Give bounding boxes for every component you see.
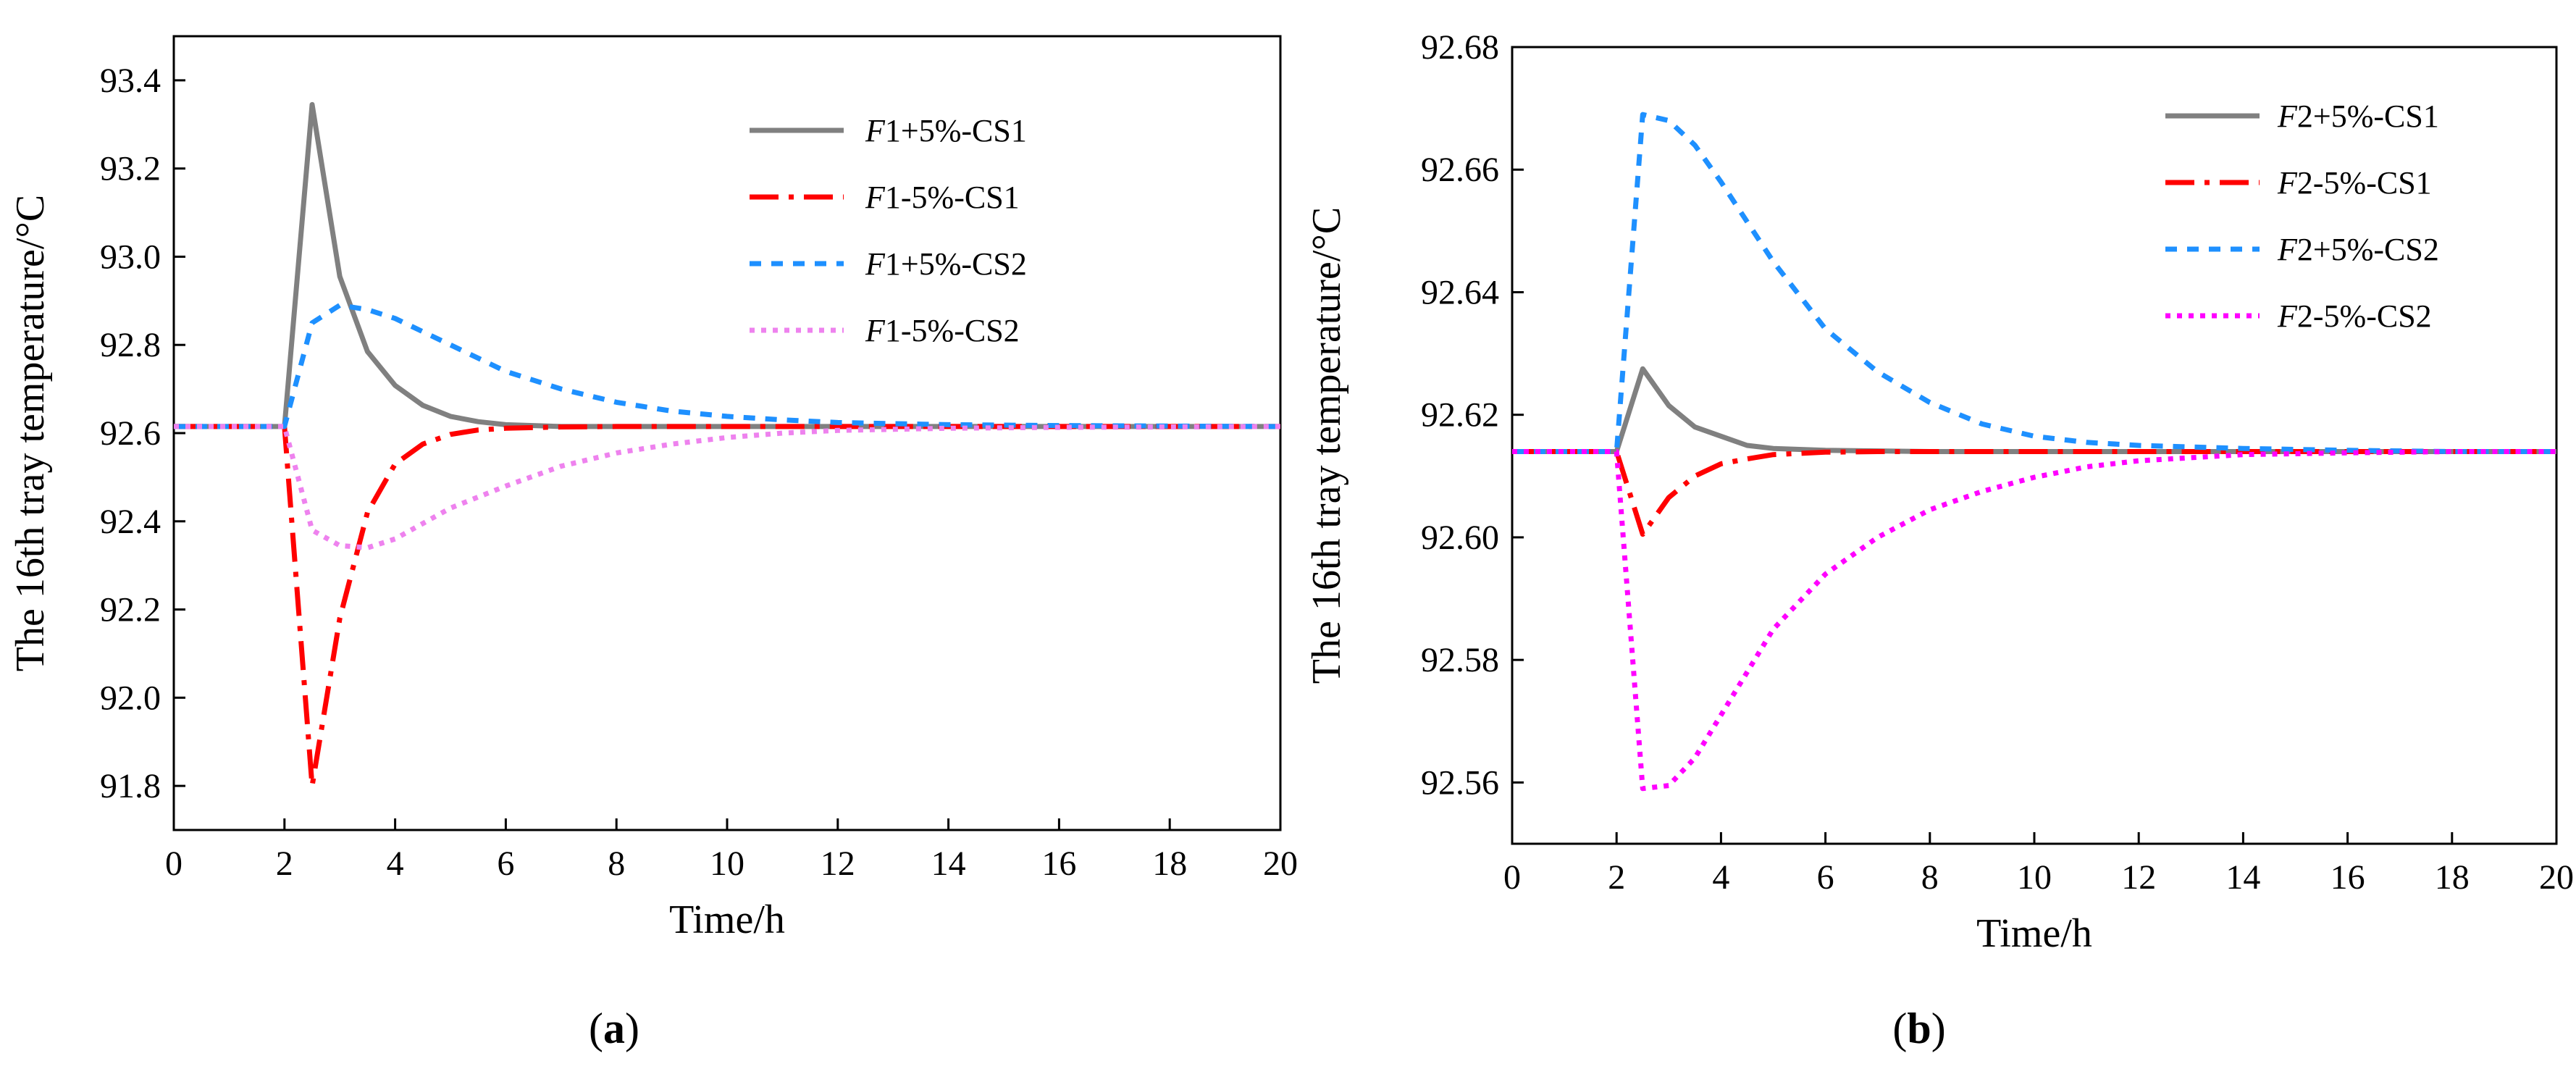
chart-b-legend-label-3: F2+5%-CS2 bbox=[2277, 232, 2439, 267]
chart-a-legend-italic-1: F bbox=[865, 113, 886, 148]
chart-b-legend-italic-3: F bbox=[2277, 232, 2298, 267]
panel-a-chart: 0 2 4 6 8 10 12 14 16 18 20 91.8 92.0 92.2 92.4 92.6 92.… bbox=[8, 35, 1298, 1052]
chart-b-legend-label-2: F2-5%-CS1 bbox=[2277, 165, 2432, 201]
chart-b-x-tick-label: 6 bbox=[1817, 858, 1834, 897]
chart-a-legend-label-1: F1+5%-CS1 bbox=[865, 113, 1027, 148]
chart-b-x-tick-label: 16 bbox=[2330, 858, 2365, 897]
chart-a-x-tick-label: 4 bbox=[387, 844, 404, 883]
chart-b-legend-italic-4: F bbox=[2277, 298, 2298, 334]
chart-a-legend-italic-4: F bbox=[865, 313, 886, 348]
chart-a-x-tick-label: 0 bbox=[165, 844, 182, 883]
chart-b-series-line-2 bbox=[1512, 449, 2556, 537]
chart-a-y-tick-label: 92.4 bbox=[100, 503, 161, 541]
chart-b-legend-text-2: 2-5%-CS1 bbox=[2297, 165, 2432, 201]
chart-a-legend-text-1: 1+5%-CS1 bbox=[885, 113, 1027, 148]
chart-a-plot-frame bbox=[172, 35, 1282, 831]
chart-a-legend-label-4: F1-5%-CS2 bbox=[865, 313, 1020, 348]
chart-b-y-tick-label: 92.60 bbox=[1421, 519, 1499, 557]
chart-a-y-tick-label: 93.4 bbox=[100, 62, 161, 100]
chart-a-x-tick-label: 10 bbox=[710, 844, 744, 883]
chart-a-legend-text-2: 1-5%-CS1 bbox=[885, 180, 1020, 215]
chart-b-legend-text-3: 2+5%-CS2 bbox=[2297, 232, 2439, 267]
chart-b-x-tick-label: 12 bbox=[2121, 858, 2156, 897]
chart-a-y-tick-label: 91.8 bbox=[100, 767, 161, 805]
chart-a-y-tick-label: 92.6 bbox=[100, 414, 161, 453]
chart-b-legend-italic-1: F bbox=[2277, 98, 2298, 134]
chart-a-legend-text-4: 1-5%-CS2 bbox=[885, 313, 1020, 348]
chart-b-x-tick-label: 10 bbox=[2017, 858, 2052, 897]
chart-b-y-tick-label: 92.64 bbox=[1421, 273, 1499, 311]
chart-a-y-tick-label: 93.0 bbox=[100, 238, 161, 276]
chart-a-series-line-2 bbox=[174, 424, 1280, 789]
chart-a-y-tick-label: 92.2 bbox=[100, 591, 161, 629]
chart-a-x-tick-label: 18 bbox=[1152, 844, 1187, 883]
chart-b-series-line-4 bbox=[1512, 449, 2556, 792]
chart-a-y-tick-label: 92.0 bbox=[100, 679, 161, 717]
chart-a-x-axis-title: Time/h bbox=[669, 897, 785, 942]
chart-a-x-tick-label: 6 bbox=[497, 844, 514, 883]
chart-b-y-tick-label: 92.56 bbox=[1421, 763, 1499, 802]
chart-b-x-tick-label: 0 bbox=[1503, 858, 1521, 897]
chart-a-x-tick-label: 2 bbox=[276, 844, 293, 883]
chart-a-series-line-3 bbox=[174, 302, 1281, 429]
chart-b-panel-label: (b) bbox=[1892, 1005, 1945, 1052]
chart-b-y-tick-label: 92.68 bbox=[1421, 28, 1499, 67]
chart-b-x-axis-title: Time/h bbox=[1976, 911, 2092, 956]
chart-b-legend-label-4: F2-5%-CS2 bbox=[2277, 298, 2432, 334]
chart-b-legend-text-4: 2-5%-CS2 bbox=[2297, 298, 2432, 334]
chart-a-legend-text-3: 1+5%-CS2 bbox=[885, 246, 1027, 282]
chart-b-x-tick-label: 18 bbox=[2435, 858, 2470, 897]
chart-a-series-line-1 bbox=[174, 101, 1280, 429]
chart-b-legend-italic-2: F bbox=[2277, 165, 2298, 201]
chart-b-x-tick-label: 20 bbox=[2539, 858, 2574, 897]
chart-a-y-axis-title: The 16th tray temperature/°C bbox=[8, 195, 53, 671]
chart-a-series-line-4 bbox=[174, 424, 1281, 550]
chart-a-x-tick-label: 8 bbox=[608, 844, 625, 883]
chart-a-legend-label-3: F1+5%-CS2 bbox=[865, 246, 1027, 282]
chart-a-x-tick-label: 14 bbox=[931, 844, 966, 883]
chart-b-legend-label-1: F2+5%-CS1 bbox=[2277, 98, 2439, 134]
chart-b-x-tick-label: 4 bbox=[1712, 858, 1729, 897]
chart-b-y-tick-label: 92.62 bbox=[1421, 396, 1499, 435]
chart-a-x-tick-label: 12 bbox=[821, 844, 855, 883]
chart-a-legend-label-2: F1-5%-CS1 bbox=[865, 180, 1020, 215]
panel-b-chart: 0 2 4 6 8 10 12 14 16 18 20 92.56 92.58 92.60 92.62 92.… bbox=[1304, 28, 2574, 1052]
chart-a-legend-italic-2: F bbox=[865, 180, 886, 215]
chart-a-legend-italic-3: F bbox=[865, 246, 886, 282]
chart-a-x-tick-label: 20 bbox=[1263, 844, 1298, 883]
chart-a-x-tick-label: 16 bbox=[1041, 844, 1076, 883]
chart-b-series-line-1 bbox=[1512, 366, 2556, 454]
chart-b-x-tick-label: 8 bbox=[1921, 858, 1939, 897]
chart-a-y-tick-label: 92.8 bbox=[100, 326, 161, 364]
chart-b-y-tick-label: 92.66 bbox=[1421, 151, 1499, 189]
chart-b-y-axis-title: The 16th tray temperature/°C bbox=[1304, 207, 1349, 684]
chart-b-y-tick-label: 92.58 bbox=[1421, 641, 1499, 679]
chart-b-x-tick-label: 14 bbox=[2225, 858, 2260, 897]
chart-a-panel-label: (a) bbox=[589, 1005, 639, 1052]
chart-b-legend-text-1: 2+5%-CS1 bbox=[2297, 98, 2439, 134]
chart-b-x-tick-label: 2 bbox=[1608, 858, 1625, 897]
chart-a-y-tick-label: 93.2 bbox=[100, 150, 161, 188]
chart-b-series-line-3 bbox=[1512, 112, 2556, 454]
